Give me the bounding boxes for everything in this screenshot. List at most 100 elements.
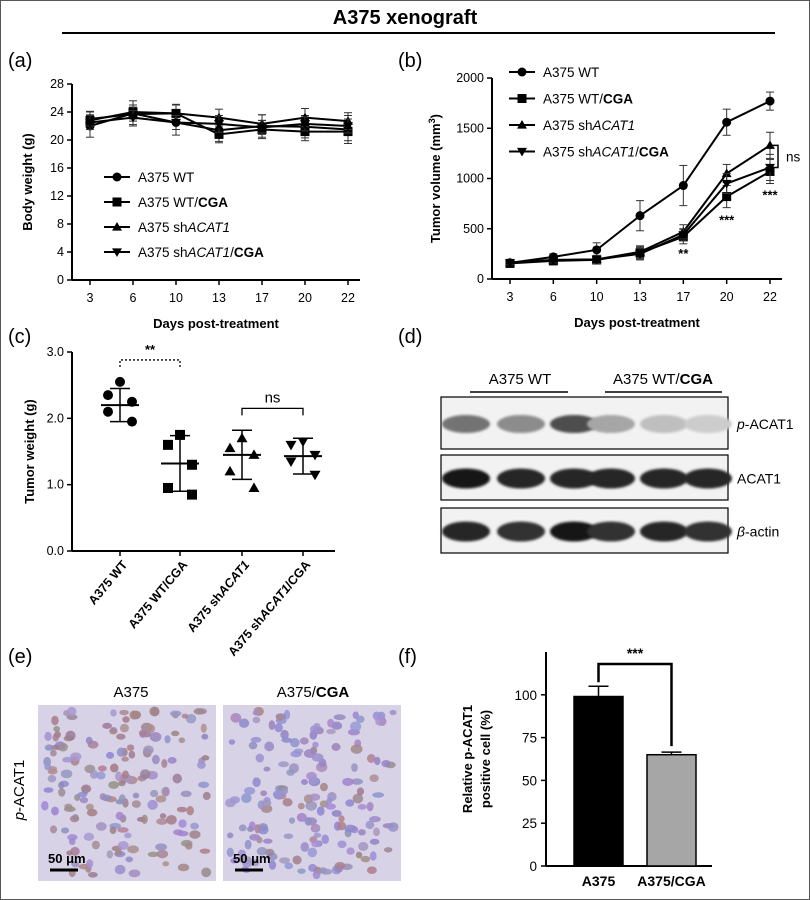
cell-nucleus — [255, 753, 265, 763]
cell-nucleus — [44, 731, 52, 741]
cell-nucleus — [156, 818, 168, 825]
legend-marker — [517, 94, 527, 103]
data-point — [163, 482, 173, 493]
cell-nucleus — [171, 730, 180, 737]
cell-nucleus — [300, 842, 310, 852]
cell-nucleus — [58, 742, 68, 752]
cell-nucleus — [351, 763, 358, 772]
cell-nucleus — [228, 739, 236, 745]
data-point — [505, 259, 515, 268]
cell-nucleus — [202, 791, 211, 801]
x-tick-label: 22 — [341, 291, 355, 305]
cell-nucleus — [374, 756, 381, 766]
cell-nucleus — [355, 851, 363, 859]
cell-nucleus — [41, 800, 49, 811]
cell-nucleus — [280, 787, 289, 795]
cell-nucleus — [114, 849, 123, 856]
significance-bracket — [241, 407, 304, 416]
cell-nucleus — [280, 729, 289, 740]
blot-group-label: A375 WT — [489, 371, 552, 388]
y-tick-label: 28 — [50, 77, 64, 91]
cell-nucleus — [52, 733, 59, 742]
cell-nucleus — [381, 759, 391, 768]
legend-entry: A375 shACAT1/CGA — [543, 145, 669, 160]
cell-nucleus — [226, 847, 234, 858]
cell-nucleus — [369, 816, 381, 823]
cell-nucleus — [129, 710, 139, 720]
y-axis-title-line2: positive cell (%) — [478, 710, 493, 808]
data-point — [171, 108, 181, 117]
cell-nucleus — [262, 838, 273, 844]
scale-bar-label: 50 μm — [233, 851, 271, 866]
y-tick-label: 500 — [463, 222, 484, 236]
legend-marker — [112, 222, 122, 231]
y-tick-label: 24 — [50, 105, 64, 119]
cell-nucleus — [337, 840, 347, 849]
cell-nucleus — [151, 754, 160, 765]
cell-nucleus — [257, 800, 265, 810]
cell-nucleus — [149, 731, 162, 742]
cell-nucleus — [109, 826, 117, 834]
cell-nucleus — [283, 833, 294, 839]
cell-nucleus — [373, 827, 380, 837]
cell-nucleus — [58, 788, 66, 797]
cell-nucleus — [199, 848, 211, 854]
cell-nucleus — [141, 814, 148, 824]
cell-nucleus — [309, 775, 318, 785]
cell-nucleus — [155, 795, 167, 803]
legend-entry: A375 shACAT1 — [138, 220, 230, 235]
significance-label: *** — [627, 645, 644, 661]
cell-nucleus — [268, 860, 277, 870]
cell-nucleus — [162, 786, 170, 797]
legend-entry: A375 WT/CGA — [543, 92, 633, 107]
blot-row-label: p-ACAT1 — [736, 416, 794, 432]
cell-nucleus — [250, 736, 262, 743]
cell-nucleus — [321, 834, 330, 844]
x-tick-label: 13 — [212, 291, 226, 305]
data-point — [297, 437, 309, 448]
cell-nucleus — [309, 793, 321, 801]
y-tick-label: 2000 — [456, 71, 484, 85]
blot-group-label: A375 WT/CGA — [613, 371, 713, 388]
cell-nucleus — [128, 869, 141, 878]
cell-nucleus — [296, 812, 307, 822]
cell-nucleus — [114, 864, 126, 875]
cell-nucleus — [342, 777, 354, 786]
cell-nucleus — [360, 855, 371, 863]
cell-nucleus — [313, 832, 322, 838]
y-tick-label: 25 — [522, 816, 537, 831]
cell-nucleus — [126, 744, 135, 751]
series-1 — [505, 91, 775, 268]
significance-label: *** — [719, 213, 735, 228]
cell-nucleus — [304, 817, 312, 826]
cell-nucleus — [178, 819, 187, 828]
cell-nucleus — [62, 756, 73, 763]
cell-nucleus — [180, 839, 193, 847]
cell-nucleus — [337, 821, 347, 831]
cell-nucleus — [358, 829, 366, 836]
cell-nucleus — [146, 724, 156, 734]
x-tick-label: 17 — [676, 290, 690, 304]
data-point — [224, 465, 236, 476]
y-tick-label: 0 — [57, 273, 64, 287]
blot-band — [550, 468, 598, 489]
cell-nucleus — [248, 741, 258, 750]
significance-bracket — [597, 662, 673, 747]
category-label: A375 WT — [86, 558, 131, 608]
blot-band — [587, 521, 635, 542]
ns-label: ns — [786, 149, 801, 164]
blot-row-2: ACAT1 — [440, 454, 781, 501]
cell-nucleus — [58, 781, 65, 789]
cell-nucleus — [159, 813, 167, 819]
cell-nucleus — [149, 706, 160, 717]
cell-nucleus — [119, 709, 129, 716]
cell-nucleus — [307, 847, 318, 858]
cell-nucleus — [44, 764, 52, 771]
data-point — [115, 376, 125, 387]
data-point — [309, 470, 321, 481]
y-tick-label: 100 — [514, 688, 537, 703]
x-tick-label: 3 — [87, 291, 94, 305]
cell-nucleus — [356, 787, 365, 796]
cell-nucleus — [252, 859, 260, 867]
